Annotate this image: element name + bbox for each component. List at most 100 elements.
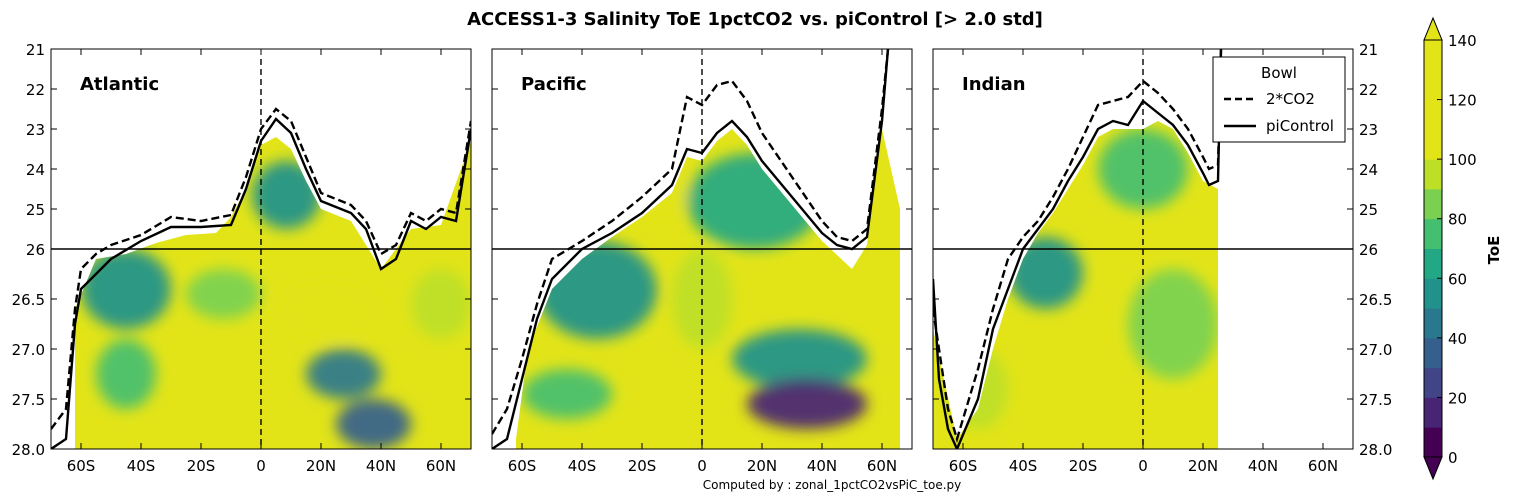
- colorbar-segment: [1424, 188, 1442, 220]
- colorbar-segment: [1424, 427, 1442, 458]
- panels: Atlantic 60S 40S 20S 0 20N 40N 60N Pacific 60S 40S…: [12, 41, 1393, 475]
- toe-feature-3: [732, 329, 867, 389]
- toe-feature-5: [336, 399, 411, 449]
- x-tick-label: 40S: [1009, 457, 1038, 475]
- x-tick-label: 60N: [426, 457, 456, 475]
- toe-feature-0: [81, 249, 171, 329]
- toe-feature-0: [537, 241, 657, 339]
- footer-note: Computed by : zonal_1pctCO2vsPiC_toe.py: [703, 478, 962, 492]
- colorbar-segment: [1424, 99, 1442, 130]
- toe-feature-7: [411, 269, 471, 339]
- basin-label: Pacific: [521, 74, 587, 95]
- basin-label: Atlantic: [80, 74, 159, 95]
- y-tick-label-left: 26.5: [12, 291, 45, 309]
- colorbar-segment: [1424, 278, 1442, 309]
- bowl-2xco2-line: [51, 107, 471, 430]
- x-tick-label: 0: [1138, 457, 1148, 475]
- y-tick-label-right: 22: [1359, 81, 1378, 99]
- legend-title: Bowl: [1261, 64, 1297, 82]
- colorbar-segment: [1424, 40, 1442, 71]
- y-tick-label-left: 25: [26, 201, 45, 219]
- y-tick-label-right: 25: [1359, 201, 1378, 219]
- x-tick-label: 40S: [127, 457, 156, 475]
- y-tick-label-left: 26: [26, 241, 45, 259]
- y-tick-label-left: 21: [26, 41, 45, 59]
- y-tick-label-right: 26: [1359, 241, 1378, 259]
- colorbar: 0 20 40 60 80 100 120 140: [1423, 16, 1477, 481]
- y-tick-label-left: 23: [26, 121, 45, 139]
- toe-feature-1: [687, 153, 822, 249]
- colorbar-tick-label: 140: [1448, 32, 1477, 50]
- colorbar-segment: [1424, 129, 1442, 160]
- toe-features-blur: [81, 161, 471, 449]
- toe-feature-4: [306, 349, 381, 399]
- y-tick-label-right: 27.5: [1359, 391, 1392, 409]
- colorbar-tick-label: 80: [1448, 211, 1467, 229]
- chart-title: ACCESS1-3 Salinity ToE 1pctCO2 vs. piCon…: [467, 9, 1043, 30]
- y-tick-label-left: 28.0: [12, 441, 45, 459]
- x-tick-label: 60N: [1308, 457, 1338, 475]
- colorbar-segment: [1424, 397, 1442, 428]
- y-tick-label-left: 22: [26, 81, 45, 99]
- toe-feature-3: [948, 349, 1008, 429]
- toe-features: [81, 161, 471, 449]
- bowl-picontrol-line: [51, 117, 471, 449]
- y-tick-label-right: 24: [1359, 161, 1378, 179]
- basin-label: Indian: [962, 74, 1026, 95]
- toe-feature-4: [747, 379, 867, 429]
- x-tick-label: 20N: [747, 457, 777, 475]
- toe-feature-2: [1128, 269, 1218, 379]
- x-tick-label: 40N: [366, 457, 396, 475]
- x-tick-label: 40N: [807, 457, 837, 475]
- colorbar-segment: [1424, 69, 1442, 101]
- x-tick-label: 60N: [867, 457, 897, 475]
- y-tick-label-right: 23: [1359, 121, 1378, 139]
- x-tick-label: 60S: [949, 457, 978, 475]
- y-tick-label-left: 27.5: [12, 391, 45, 409]
- toe-feature-6: [276, 279, 381, 339]
- colorbar-tick-label: 40: [1448, 330, 1467, 348]
- panel-pacific: Pacific 60S 40S 20S 0 20N 40N 60N: [491, 48, 913, 475]
- x-tick-label: 40S: [568, 457, 597, 475]
- y-tick-label-left: 27.0: [12, 341, 45, 359]
- colorbar-segment: [1424, 337, 1442, 369]
- colorbar-label: ToE: [1485, 236, 1503, 265]
- x-tick-label: 20S: [1069, 457, 1098, 475]
- x-tick-label: 0: [256, 457, 266, 475]
- panel-atlantic: Atlantic 60S 40S 20S 0 20N 40N 60N: [50, 48, 472, 475]
- colorbar-segment: [1424, 367, 1442, 398]
- x-tick-label: 40N: [1248, 457, 1278, 475]
- y-tick-label-left: 24: [26, 161, 45, 179]
- panel-plot-area: [492, 49, 912, 449]
- bowl-picontrol-line: [492, 49, 890, 449]
- y-tick-label-right: 26.5: [1359, 291, 1392, 309]
- x-tick-label: 60S: [508, 457, 537, 475]
- x-tick-label: 20N: [1188, 457, 1218, 475]
- colorbar-tick-label: 120: [1448, 92, 1477, 110]
- legend-label-picontrol: piControl: [1266, 117, 1334, 135]
- toe-feature-5: [522, 369, 612, 419]
- colorbar-segment: [1424, 159, 1442, 190]
- colorbar-extend-low: [1423, 456, 1443, 481]
- x-tick-label: 60S: [67, 457, 96, 475]
- x-tick-label: 0: [697, 457, 707, 475]
- x-tick-label: 20S: [628, 457, 657, 475]
- colorbar-tick-label: 60: [1448, 270, 1467, 288]
- legend-label-2xco2: 2*CO2: [1266, 90, 1315, 108]
- y-tick-label-right: 21: [1359, 41, 1378, 59]
- panel-indian: Indian 60S 40S 20S 0 20N 40N 60N: [932, 48, 1354, 475]
- panel-plot-area: [51, 59, 471, 449]
- colorbar-tick-label: 0: [1448, 449, 1458, 467]
- colorbar-segment: [1424, 248, 1442, 279]
- colorbar-segment: [1424, 218, 1442, 249]
- bowl-picontrol-line: [933, 49, 1223, 449]
- y-tick-label-right: 27.0: [1359, 341, 1392, 359]
- colorbar-extend-high: [1423, 16, 1443, 41]
- toe-feature-2: [252, 161, 321, 229]
- legend: Bowl 2*CO2 piControl: [1212, 56, 1346, 143]
- toe-feature-0: [1008, 237, 1083, 309]
- y-tick-label-right: 28.0: [1359, 441, 1392, 459]
- colorbar-tick-label: 20: [1448, 389, 1467, 407]
- x-tick-label: 20N: [306, 457, 336, 475]
